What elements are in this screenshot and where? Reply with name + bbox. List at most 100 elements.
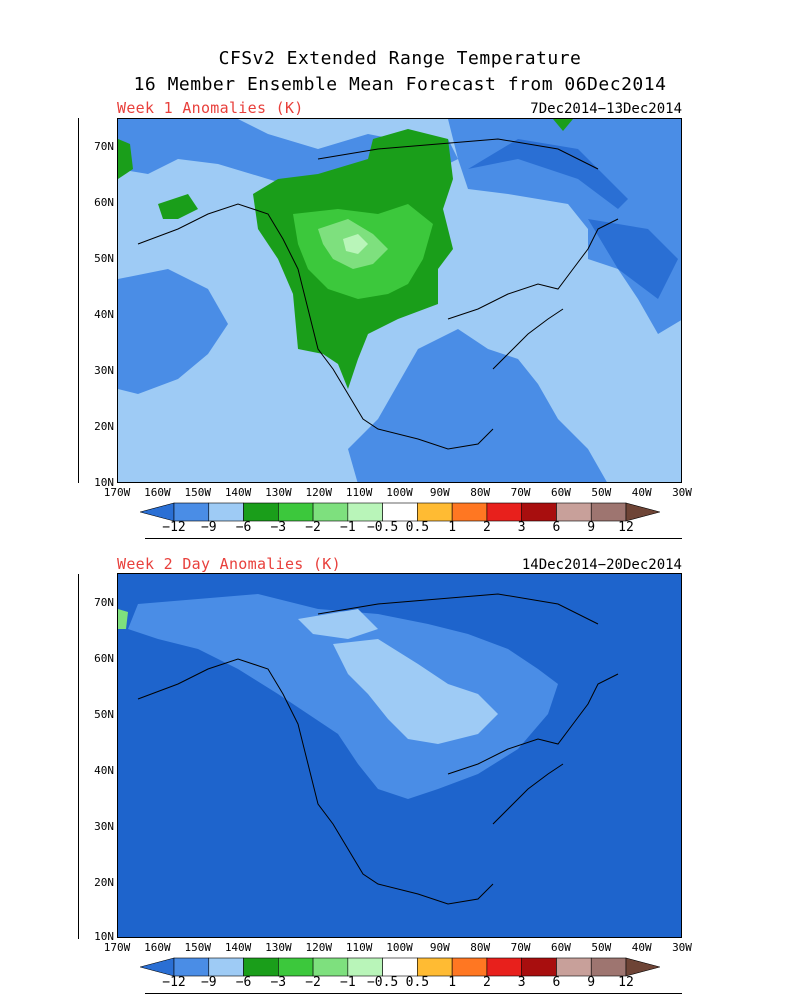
panel-1-cbar-label: 12 (618, 520, 634, 535)
panel-2-cbar-label: −6 (235, 975, 252, 990)
panel-2-region-light-blue-north (298, 609, 378, 639)
panel-1-cbar-label: 6 (552, 520, 561, 535)
panel-1-lat-40n: 40N (94, 308, 114, 321)
panel-1-lon-100w: 100W (386, 486, 413, 499)
panel-1-lon-90w: 90W (429, 486, 450, 499)
title-line-2: 16 Member Ensemble Mean Forecast from 06… (133, 74, 667, 95)
cbar-swatch-10 (486, 502, 522, 522)
panel-1-label: Week 1 Anomalies (K) (117, 99, 304, 117)
panel-1-bottom-rule (145, 538, 682, 539)
panel-2-lon-50w: 50W (591, 941, 612, 954)
cbar-swatch-12 (556, 502, 592, 522)
cbar-swatch-13 (590, 957, 627, 977)
panel-2-colorbar-swatches (138, 957, 662, 977)
panel-1-lat-20n: 20N (94, 420, 114, 433)
panel-1-lon-150w: 150W (184, 486, 211, 499)
panel-2-anomaly-field (118, 574, 681, 937)
panel-2-date-range: 14Dec2014−20Dec2014 (521, 557, 682, 573)
panel-1-region-northeast-blue (448, 119, 681, 334)
panel-2-lat-10n: 10N (94, 930, 114, 943)
cbar-swatch-3 (243, 957, 279, 977)
cbar-swatch-6 (347, 957, 383, 977)
panel-1-colorbar (138, 502, 662, 522)
cbar-swatch-right-arrow (625, 502, 662, 522)
panel-2-colorbar (138, 957, 662, 977)
panel-2-lat-30n: 30N (94, 820, 114, 833)
panel-1-cbar-label: 0.5 (405, 520, 430, 535)
panel-2-lat-50n: 50N (94, 708, 114, 721)
cbar-swatch-11 (521, 502, 557, 522)
panel-1-cbar-label: −0.5 (366, 520, 399, 535)
panel-2-lon-110w: 110W (345, 941, 373, 954)
panel-1-lon-130w: 130W (265, 486, 292, 499)
panel-1-cbar-label: 3 (517, 520, 526, 535)
cbar-swatch-9 (451, 957, 488, 977)
panel-1-lon-140w: 140W (224, 486, 252, 499)
panel-2-lon-100w: 100W (386, 941, 413, 954)
panel-2-coastlines (137, 593, 619, 905)
panel-2-lon-80w: 80W (470, 941, 491, 954)
panel-1-lon-40w: 40W (631, 486, 652, 499)
cbar-swatch-12 (556, 957, 592, 977)
panel-2-lon-140w: 140W (224, 941, 252, 954)
cbar-swatch-8 (417, 957, 453, 977)
cbar-swatch-5 (312, 502, 349, 522)
cbar-swatch-4 (278, 502, 314, 522)
cbar-swatch-9 (451, 502, 488, 522)
panel-2-lat-60n: 60N (94, 652, 114, 665)
panel-1-map (117, 118, 682, 483)
panel-1-region-dark-blue-2 (588, 219, 678, 299)
panel-2-lon-130w: 130W (265, 941, 292, 954)
panel-2-region-light-blue (333, 639, 498, 744)
panel-2-cbar-label: −12 (162, 975, 186, 990)
panel-2-cbar-label: 2 (483, 975, 491, 990)
panel-2-cbar-label: 0.5 (405, 975, 430, 990)
panel-1-lon-50w: 50W (591, 486, 612, 499)
panel-1-cbar-label: −3 (270, 520, 287, 535)
panel-1-lat-axis-line (78, 118, 79, 483)
panel-1-lon-110w: 110W (345, 486, 373, 499)
panel-2-region-west-edge-green (118, 609, 128, 629)
panel-1-lon-70w: 70W (510, 486, 531, 499)
panel-2-cbar-label: −0.5 (366, 975, 399, 990)
panel-1-lon-160w: 160W (144, 486, 171, 499)
panel-2-region-medium-blue (128, 594, 558, 799)
panel-2-label: Week 2 Day Anomalies (K) (117, 555, 341, 573)
cbar-swatch-3 (243, 502, 279, 522)
panel-2-lat-20n: 20N (94, 876, 114, 889)
panel-2-lon-90w: 90W (429, 941, 450, 954)
panel-1-date-range: 7Dec2014−13Dec2014 (530, 101, 682, 117)
cbar-swatch-4 (278, 957, 314, 977)
cbar-swatch-1 (173, 957, 210, 977)
panel-2-bottom-rule (145, 993, 682, 994)
panel-1-cbar-label: 2 (483, 520, 491, 535)
panel-2-cbar-label: 1 (448, 975, 457, 990)
panel-1-lat-60n: 60N (94, 196, 114, 209)
panel-1-lon-30w: 30W (672, 486, 692, 499)
panel-1-cbar-label: −1 (340, 520, 356, 535)
panel-1-cbar-label: −9 (200, 520, 217, 535)
cbar-swatch-right-arrow (625, 957, 662, 977)
cbar-swatch-10 (486, 957, 522, 977)
cbar-swatch-left-arrow (138, 957, 175, 977)
panel-1-lon-120w: 120W (305, 486, 333, 499)
panel-1-region-south-blue (348, 329, 607, 482)
panel-1-region-dark-blue-1 (468, 139, 628, 209)
panel-1-cbar-label: −12 (162, 520, 186, 535)
panel-2-cbar-label: −3 (270, 975, 287, 990)
panel-2-cbar-label: 12 (618, 975, 634, 990)
cbar-swatch-8 (417, 502, 453, 522)
panel-1-colorbar-swatches (138, 502, 662, 522)
panel-1-lon-170w: 170W (103, 486, 131, 499)
cbar-swatch-2 (208, 957, 244, 977)
panel-1-lon-80w: 80W (470, 486, 491, 499)
panel-2-cbar-label: 3 (517, 975, 526, 990)
panel-1-lat-50n: 50N (94, 252, 114, 265)
panel-2-cbar-label: 6 (552, 975, 561, 990)
panel-1-region-alaska-green (158, 194, 198, 219)
panel-2-lon-150w: 150W (184, 941, 211, 954)
panel-2-lon-70w: 70W (510, 941, 531, 954)
panel-1-anomaly-field (118, 119, 681, 482)
panel-1-region-north-green (553, 119, 573, 131)
panel-1-region-west-edge-green (118, 139, 133, 179)
